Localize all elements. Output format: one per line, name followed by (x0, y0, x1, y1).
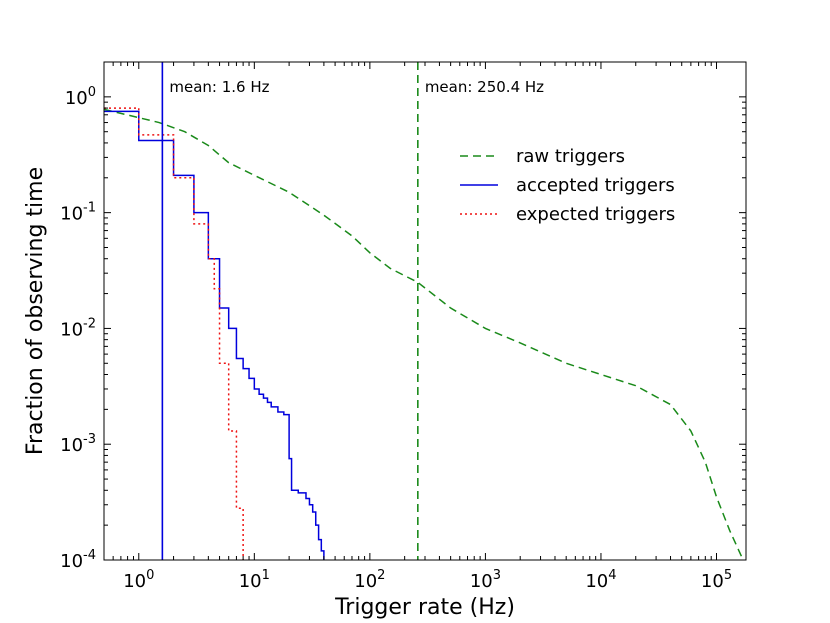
y-tick-label-base: 10 (60, 435, 83, 456)
x-tick-label-base: 10 (585, 571, 608, 592)
series-line-expected-triggers (104, 107, 244, 560)
y-axis-label: Fraction of observing time (23, 167, 48, 455)
legend-label-expected-triggers: expected triggers (516, 204, 675, 225)
x-tick-label: 104 (585, 568, 616, 592)
x-tick-label-base: 10 (354, 571, 377, 592)
y-tick-label-exp: -1 (83, 201, 96, 216)
series-layer (104, 107, 744, 560)
x-tick-label-exp: 0 (146, 568, 154, 583)
x-tick-label-exp: 2 (377, 568, 385, 583)
series-line-raw-triggers (104, 108, 744, 560)
y-tick-label-exp: -4 (83, 548, 96, 563)
y-tick-label-exp: 0 (88, 85, 96, 100)
x-axis-label: Trigger rate (Hz) (334, 595, 515, 620)
y-tick-label: 10-2 (60, 316, 96, 340)
x-tick-label-base: 10 (701, 571, 724, 592)
x-tick-label-base: 10 (239, 571, 262, 592)
y-tick-label-exp: -3 (83, 432, 96, 447)
y-tick-label-base: 10 (65, 88, 88, 109)
x-tick-label-exp: 3 (493, 568, 501, 583)
x-tick-label-base: 10 (123, 571, 146, 592)
x-tick-label: 101 (239, 568, 270, 592)
mean-lines-layer (161, 62, 419, 560)
legend-label-raw-triggers: raw triggers (516, 146, 625, 167)
x-tick-label: 105 (701, 568, 732, 592)
y-tick-label: 10-1 (60, 201, 96, 225)
annotations-layer: mean: 1.6 Hz mean: 250.4 Hz (169, 78, 544, 96)
y-tick-label-base: 10 (60, 204, 83, 225)
mean-annotation-1: mean: 1.6 Hz (169, 78, 269, 96)
x-tick-label: 102 (354, 568, 385, 592)
y-tick-label: 10-4 (60, 548, 96, 572)
x-tick-label: 100 (123, 568, 154, 592)
series-line-accepted-triggers (104, 110, 325, 560)
y-tick-label-base: 10 (60, 551, 83, 572)
x-tick-label: 103 (470, 568, 501, 592)
legend-label-accepted-triggers: accepted triggers (516, 175, 675, 196)
y-tick-label: 10-3 (60, 432, 96, 456)
y-tick-label-exp: -2 (83, 316, 96, 331)
x-tick-label-exp: 4 (608, 568, 616, 583)
x-tick-label-exp: 1 (262, 568, 270, 583)
x-tick-label-exp: 5 (724, 568, 732, 583)
y-tick-label: 100 (65, 85, 96, 109)
legend: raw triggers accepted triggers expected tr… (460, 146, 675, 225)
y-tick-label-base: 10 (60, 319, 83, 340)
x-tick-label-base: 10 (470, 571, 493, 592)
mean-annotation-2: mean: 250.4 Hz (425, 78, 544, 96)
